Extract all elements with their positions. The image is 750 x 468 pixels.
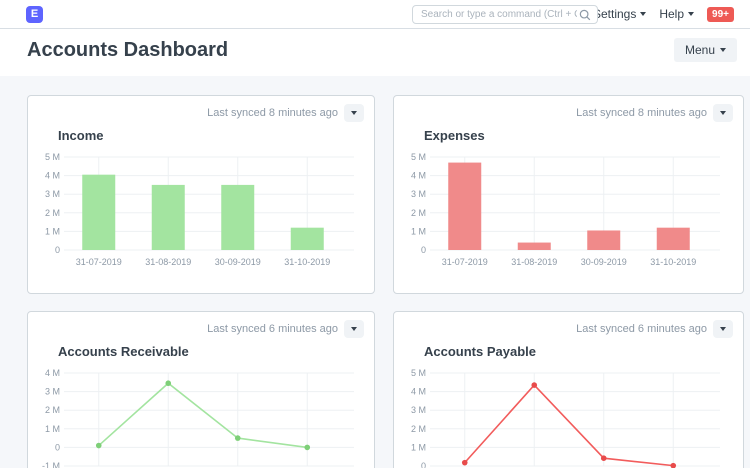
svg-text:2 M: 2 M (411, 424, 426, 434)
card-menu-button[interactable] (713, 320, 733, 338)
settings-label: Settings (592, 7, 637, 21)
svg-text:1 M: 1 M (411, 442, 426, 452)
svg-text:0: 0 (421, 245, 426, 255)
global-search (412, 5, 598, 24)
card-menu-button[interactable] (344, 104, 364, 122)
data-point (461, 459, 468, 466)
svg-text:31-07-2019: 31-07-2019 (442, 257, 488, 267)
svg-text:31-08-2019: 31-08-2019 (511, 257, 557, 267)
svg-text:0: 0 (421, 461, 426, 468)
svg-text:5 M: 5 M (411, 152, 426, 162)
svg-text:0: 0 (55, 245, 60, 255)
data-point (531, 382, 538, 388)
page-head: Accounts Dashboard Menu (0, 29, 750, 76)
bar (448, 162, 482, 250)
svg-text:3 M: 3 M (45, 387, 60, 397)
bar (587, 230, 621, 250)
card-head: Last synced 8 minutes ago (394, 104, 733, 122)
last-synced-label: Last synced 6 minutes ago (576, 323, 707, 335)
chevron-down-icon (720, 48, 726, 52)
svg-text:31-10-2019: 31-10-2019 (650, 257, 696, 267)
navbar: E A Settings Help 99+ (0, 0, 750, 29)
settings-dropdown[interactable]: Settings (592, 7, 647, 21)
line-series (98, 382, 308, 449)
chevron-down-icon (688, 12, 695, 16)
menu-button-label: Menu (684, 43, 715, 57)
accounts-receivable-chart: 4 M3 M2 M1 M0-1 M31-07-201931-08-201930-… (42, 368, 354, 468)
card-menu-button[interactable] (713, 104, 733, 122)
search-input[interactable] (419, 8, 579, 21)
dashboard-card-expenses: Last synced 8 minutes ago Expenses 5 M 4 … (393, 95, 744, 294)
card-head: Last synced 8 minutes ago (28, 104, 364, 122)
bar (290, 227, 324, 250)
help-dropdown[interactable]: Help (659, 7, 695, 21)
svg-text:-1 M: -1 M (42, 461, 60, 468)
dashboard-grid: Last synced 8 minutes ago Income 5 M 4 M 3… (0, 76, 750, 468)
svg-text:31-10-2019: 31-10-2019 (284, 257, 330, 267)
data-point (165, 380, 172, 387)
card-head: Last synced 6 minutes ago (28, 320, 364, 338)
svg-text:30-09-2019: 30-09-2019 (215, 257, 261, 267)
menu-button[interactable]: Menu (673, 38, 737, 62)
bar (517, 242, 551, 250)
svg-text:1 M: 1 M (411, 226, 426, 236)
svg-text:4 M: 4 M (411, 387, 426, 397)
page-title: Accounts Dashboard (27, 39, 229, 61)
chart-title: Income (58, 128, 104, 143)
svg-text:31-08-2019: 31-08-2019 (145, 257, 191, 267)
app-logo[interactable]: E (26, 5, 43, 23)
svg-text:31-07-2019: 31-07-2019 (76, 257, 122, 267)
chevron-down-icon (351, 327, 357, 331)
bar (82, 174, 116, 250)
chart-title: Expenses (424, 128, 485, 143)
chevron-down-icon (351, 111, 357, 115)
svg-text:3 M: 3 M (411, 405, 426, 415)
svg-text:4 M: 4 M (45, 171, 60, 181)
chevron-down-icon (640, 12, 647, 16)
expenses-chart: 5 M 4 M 3 M 2 M 1 M 0 31-07-2019 31-08-2019 30-0… (411, 152, 720, 267)
chevron-down-icon (720, 111, 726, 115)
svg-text:4 M: 4 M (411, 171, 426, 181)
svg-text:30-09-2019: 30-09-2019 (581, 257, 627, 267)
dashboard-card-accounts-receivable: Last synced 6 minutes ago Accounts Recei… (27, 311, 375, 468)
data-point (600, 455, 607, 461)
last-synced-label: Last synced 8 minutes ago (207, 107, 338, 119)
chevron-down-icon (720, 327, 726, 331)
bar (151, 184, 185, 250)
last-synced-label: Last synced 6 minutes ago (207, 323, 338, 335)
svg-text:5 M: 5 M (45, 152, 60, 162)
bar (656, 227, 690, 250)
svg-text:2 M: 2 M (45, 208, 60, 218)
svg-text:2 M: 2 M (45, 405, 60, 415)
svg-text:3 M: 3 M (411, 189, 426, 199)
dashboard-card-income: Last synced 8 minutes ago Income 5 M 4 M 3… (27, 95, 375, 294)
svg-text:5 M: 5 M (411, 368, 426, 378)
income-chart: 5 M 4 M 3 M 2 M 1 M 0 31-07-2019 31-08-2019 30-0… (45, 152, 354, 267)
svg-text:1 M: 1 M (45, 226, 60, 236)
svg-text:2 M: 2 M (411, 208, 426, 218)
notifications-badge[interactable]: 99+ (707, 6, 734, 22)
svg-text:3 M: 3 M (45, 189, 60, 199)
last-synced-label: Last synced 8 minutes ago (576, 107, 707, 119)
accounts-payable-chart: 5 M4 M3 M2 M1 M031-07-201931-08-201930-0… (411, 368, 720, 468)
svg-text:4 M: 4 M (45, 368, 60, 378)
search-icon (579, 9, 591, 21)
chart-title: Accounts Receivable (58, 344, 189, 359)
data-point (95, 442, 102, 449)
card-menu-button[interactable] (344, 320, 364, 338)
dashboard-card-accounts-payable: Last synced 6 minutes ago Accounts Payab… (393, 311, 744, 468)
svg-text:1 M: 1 M (45, 424, 60, 434)
help-label: Help (659, 7, 685, 21)
bar (221, 184, 255, 250)
svg-text:0: 0 (55, 442, 60, 452)
chart-title: Accounts Payable (424, 344, 536, 359)
data-point (234, 435, 241, 441)
data-point (670, 462, 677, 468)
card-head: Last synced 6 minutes ago (394, 320, 733, 338)
data-point (304, 444, 311, 451)
line-series (464, 383, 674, 467)
